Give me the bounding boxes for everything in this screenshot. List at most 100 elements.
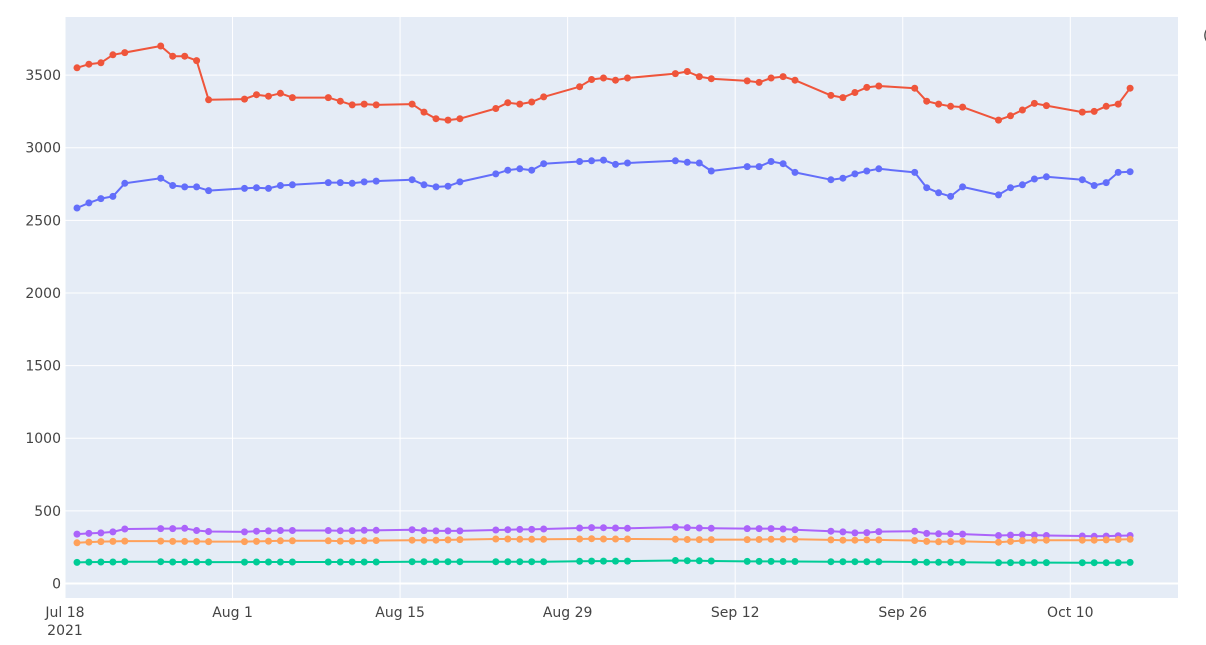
data-point[interactable]	[612, 160, 619, 168]
data-point[interactable]	[576, 83, 584, 91]
data-point[interactable]	[923, 97, 931, 105]
data-point[interactable]	[959, 537, 967, 545]
data-point[interactable]	[624, 159, 631, 167]
data-point[interactable]	[576, 535, 584, 543]
data-point[interactable]	[360, 526, 368, 534]
data-point[interactable]	[181, 537, 189, 545]
data-point[interactable]	[935, 189, 943, 197]
data-point[interactable]	[324, 179, 332, 187]
data-point[interactable]	[875, 558, 883, 566]
data-point[interactable]	[612, 535, 619, 543]
data-point[interactable]	[265, 92, 272, 100]
data-point[interactable]	[1042, 102, 1050, 110]
data-point[interactable]	[791, 535, 799, 543]
data-point[interactable]	[791, 526, 799, 534]
data-point[interactable]	[1007, 531, 1014, 539]
data-point[interactable]	[456, 558, 464, 566]
data-point[interactable]	[755, 525, 763, 533]
data-point[interactable]	[348, 537, 356, 545]
data-point[interactable]	[923, 184, 931, 192]
data-point[interactable]	[1078, 176, 1086, 184]
data-point[interactable]	[600, 74, 607, 82]
data-point[interactable]	[576, 524, 584, 532]
data-point[interactable]	[624, 524, 631, 532]
data-point[interactable]	[169, 558, 177, 566]
data-point[interactable]	[492, 526, 500, 534]
data-point[interactable]	[1030, 175, 1038, 183]
data-point[interactable]	[1126, 535, 1134, 543]
data-point[interactable]	[755, 536, 763, 543]
data-point[interactable]	[408, 558, 416, 566]
data-point[interactable]	[432, 183, 440, 191]
data-point[interactable]	[839, 528, 847, 536]
data-point[interactable]	[839, 94, 847, 102]
data-point[interactable]	[157, 525, 165, 533]
data-point[interactable]	[588, 157, 596, 165]
data-point[interactable]	[624, 535, 631, 543]
data-point[interactable]	[767, 158, 775, 165]
data-point[interactable]	[827, 91, 835, 99]
data-point[interactable]	[923, 529, 931, 537]
data-point[interactable]	[348, 179, 356, 187]
data-point[interactable]	[241, 558, 248, 566]
data-point[interactable]	[683, 68, 691, 75]
data-point[interactable]	[743, 536, 751, 544]
data-point[interactable]	[121, 179, 129, 187]
data-point[interactable]	[193, 183, 201, 191]
data-point[interactable]	[995, 532, 1002, 539]
data-point[interactable]	[827, 536, 835, 544]
data-point[interactable]	[492, 170, 500, 178]
data-point[interactable]	[1114, 559, 1122, 567]
data-point[interactable]	[372, 526, 380, 534]
data-point[interactable]	[253, 184, 260, 192]
data-point[interactable]	[779, 160, 787, 168]
data-point[interactable]	[851, 170, 859, 178]
data-point[interactable]	[169, 525, 177, 533]
data-point[interactable]	[863, 83, 871, 91]
data-point[interactable]	[324, 94, 332, 102]
data-point[interactable]	[1018, 559, 1026, 567]
data-point[interactable]	[1126, 558, 1134, 566]
data-point[interactable]	[336, 97, 344, 105]
data-point[interactable]	[420, 558, 428, 566]
data-point[interactable]	[241, 95, 248, 103]
data-point[interactable]	[839, 536, 847, 544]
data-point[interactable]	[755, 557, 763, 565]
data-point[interactable]	[755, 78, 763, 86]
data-point[interactable]	[97, 529, 105, 537]
data-point[interactable]	[516, 165, 524, 173]
data-point[interactable]	[85, 199, 93, 207]
data-point[interactable]	[504, 166, 512, 174]
data-point[interactable]	[827, 176, 835, 184]
data-point[interactable]	[241, 184, 248, 192]
data-point[interactable]	[911, 168, 919, 176]
data-point[interactable]	[528, 525, 536, 533]
data-point[interactable]	[1114, 536, 1122, 543]
data-point[interactable]	[839, 174, 847, 182]
data-point[interactable]	[73, 539, 81, 547]
data-point[interactable]	[181, 558, 189, 566]
data-point[interactable]	[241, 528, 248, 536]
data-point[interactable]	[121, 49, 129, 57]
data-point[interactable]	[444, 558, 452, 566]
data-point[interactable]	[911, 558, 919, 566]
data-point[interactable]	[193, 537, 201, 545]
data-point[interactable]	[1007, 184, 1014, 192]
data-point[interactable]	[1018, 106, 1026, 114]
data-point[interactable]	[276, 89, 284, 97]
data-point[interactable]	[923, 537, 931, 545]
data-point[interactable]	[408, 176, 416, 184]
data-point[interactable]	[193, 57, 201, 65]
data-point[interactable]	[109, 192, 117, 200]
data-point[interactable]	[540, 525, 548, 533]
data-point[interactable]	[432, 115, 440, 123]
data-point[interactable]	[576, 158, 584, 165]
data-point[interactable]	[995, 559, 1002, 567]
data-point[interactable]	[121, 537, 129, 545]
data-point[interactable]	[372, 101, 380, 109]
data-point[interactable]	[432, 536, 440, 544]
data-point[interactable]	[205, 538, 213, 546]
data-point[interactable]	[193, 558, 201, 566]
data-point[interactable]	[671, 535, 679, 543]
data-point[interactable]	[959, 103, 967, 111]
